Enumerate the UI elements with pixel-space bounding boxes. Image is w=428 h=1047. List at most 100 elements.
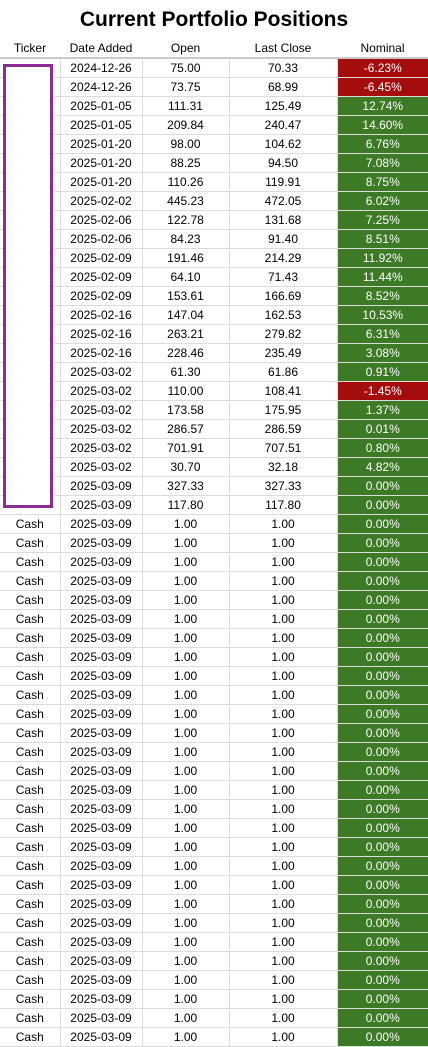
ticker-cell: Cash (0, 932, 61, 952)
open-cell: 1.00 (142, 837, 230, 857)
last-close-cell: 70.33 (229, 58, 338, 78)
date-added-cell: 2025-03-09 (60, 476, 143, 496)
open-cell: 73.75 (142, 77, 230, 97)
nominal-cell: 0.80% (337, 438, 428, 458)
date-added-cell: 2025-03-02 (60, 381, 143, 401)
last-close-cell: 1.00 (229, 913, 338, 933)
nominal-cell: 8.75% (337, 172, 428, 192)
open-cell: 117.80 (142, 495, 230, 515)
nominal-cell: 11.44% (337, 267, 428, 287)
last-close-cell: 1.00 (229, 875, 338, 895)
last-close-cell: 1.00 (229, 742, 338, 762)
date-added-cell: 2025-03-09 (60, 989, 143, 1009)
nominal-cell: 0.00% (337, 571, 428, 591)
last-close-cell: 214.29 (229, 248, 338, 268)
last-close-cell: 472.05 (229, 191, 338, 211)
nominal-cell: 0.00% (337, 647, 428, 667)
nominal-cell: 0.00% (337, 951, 428, 971)
date-added-cell: 2025-03-09 (60, 666, 143, 686)
date-added-cell: 2025-03-09 (60, 552, 143, 572)
last-close-cell: 1.00 (229, 628, 338, 648)
nominal-cell: 0.00% (337, 514, 428, 534)
table-row: Cash 2025-03-09 1.00 1.00 0.00% (0, 913, 428, 933)
table-row: 2025-02-09 191.46 214.29 11.92% (0, 248, 428, 268)
date-added-cell: 2025-03-09 (60, 514, 143, 534)
table-row: 2025-02-09 153.61 166.69 8.52% (0, 286, 428, 306)
last-close-cell: 1.00 (229, 970, 338, 990)
nominal-cell: 0.01% (337, 419, 428, 439)
nominal-cell: 0.00% (337, 780, 428, 800)
last-close-cell: 240.47 (229, 115, 338, 135)
nominal-cell: 0.00% (337, 932, 428, 952)
last-close-cell: 235.49 (229, 343, 338, 363)
ticker-cell: Cash (0, 1008, 61, 1028)
date-added-cell: 2025-03-09 (60, 685, 143, 705)
last-close-cell: 1.00 (229, 932, 338, 952)
ticker-cell: Cash (0, 837, 61, 857)
nominal-cell: 11.92% (337, 248, 428, 268)
open-cell: 98.00 (142, 134, 230, 154)
nominal-cell: 3.08% (337, 343, 428, 363)
open-cell: 1.00 (142, 818, 230, 838)
nominal-cell: 8.51% (337, 229, 428, 249)
date-added-cell: 2025-03-02 (60, 457, 143, 477)
ticker-cell: Cash (0, 571, 61, 591)
date-added-cell: 2025-03-09 (60, 590, 143, 610)
nominal-cell: 6.31% (337, 324, 428, 344)
open-cell: 1.00 (142, 875, 230, 895)
date-added-cell: 2025-02-16 (60, 324, 143, 344)
table-row: Cash 2025-03-09 1.00 1.00 0.00% (0, 970, 428, 990)
nominal-cell: 0.00% (337, 818, 428, 838)
table-row: 2025-03-02 61.30 61.86 0.91% (0, 362, 428, 382)
last-close-cell: 279.82 (229, 324, 338, 344)
nominal-cell: 0.00% (337, 476, 428, 496)
open-cell: 1.00 (142, 723, 230, 743)
date-added-cell: 2025-01-05 (60, 96, 143, 116)
table-row: 2025-02-09 64.10 71.43 11.44% (0, 267, 428, 287)
table-row: Cash 2025-03-09 1.00 1.00 0.00% (0, 666, 428, 686)
date-added-cell: 2025-03-09 (60, 609, 143, 629)
nominal-cell: -6.23% (337, 58, 428, 78)
nominal-cell: 14.60% (337, 115, 428, 135)
date-added-cell: 2025-03-09 (60, 628, 143, 648)
date-added-cell: 2025-03-09 (60, 799, 143, 819)
ticker-cell: Cash (0, 1027, 61, 1047)
last-close-cell: 1.00 (229, 837, 338, 857)
table-row: Cash 2025-03-09 1.00 1.00 0.00% (0, 932, 428, 952)
ticker-cell: Cash (0, 552, 61, 572)
ticker-cell: Cash (0, 989, 61, 1009)
header-nominal: Nominal (337, 38, 428, 59)
open-cell: 61.30 (142, 362, 230, 382)
table-row: Cash 2025-03-09 1.00 1.00 0.00% (0, 951, 428, 971)
open-cell: 153.61 (142, 286, 230, 306)
nominal-cell: 1.37% (337, 400, 428, 420)
table-row: 2025-03-09 327.33 327.33 0.00% (0, 476, 428, 496)
nominal-cell: 0.00% (337, 590, 428, 610)
last-close-cell: 1.00 (229, 552, 338, 572)
header-last-close: Last Close (229, 38, 337, 59)
last-close-cell: 1.00 (229, 704, 338, 724)
open-cell: 1.00 (142, 894, 230, 914)
last-close-cell: 117.80 (229, 495, 338, 515)
nominal-cell: 0.00% (337, 799, 428, 819)
open-cell: 1.00 (142, 989, 230, 1009)
open-cell: 1.00 (142, 647, 230, 667)
last-close-cell: 1.00 (229, 666, 338, 686)
open-cell: 228.46 (142, 343, 230, 363)
table-row: 2025-03-02 173.58 175.95 1.37% (0, 400, 428, 420)
open-cell: 1.00 (142, 970, 230, 990)
nominal-cell: 6.76% (337, 134, 428, 154)
nominal-cell: 0.00% (337, 552, 428, 572)
last-close-cell: 1.00 (229, 799, 338, 819)
open-cell: 64.10 (142, 267, 230, 287)
last-close-cell: 1.00 (229, 590, 338, 610)
ticker-cell: Cash (0, 780, 61, 800)
nominal-cell: 0.00% (337, 894, 428, 914)
table-row: Cash 2025-03-09 1.00 1.00 0.00% (0, 514, 428, 534)
ticker-cell: Cash (0, 799, 61, 819)
nominal-cell: 0.00% (337, 875, 428, 895)
ticker-cell: Cash (0, 761, 61, 781)
positions-table: Ticker Date Added Open Last Close Nomina… (0, 38, 428, 1047)
nominal-cell: 4.82% (337, 457, 428, 477)
last-close-cell: 32.18 (229, 457, 338, 477)
